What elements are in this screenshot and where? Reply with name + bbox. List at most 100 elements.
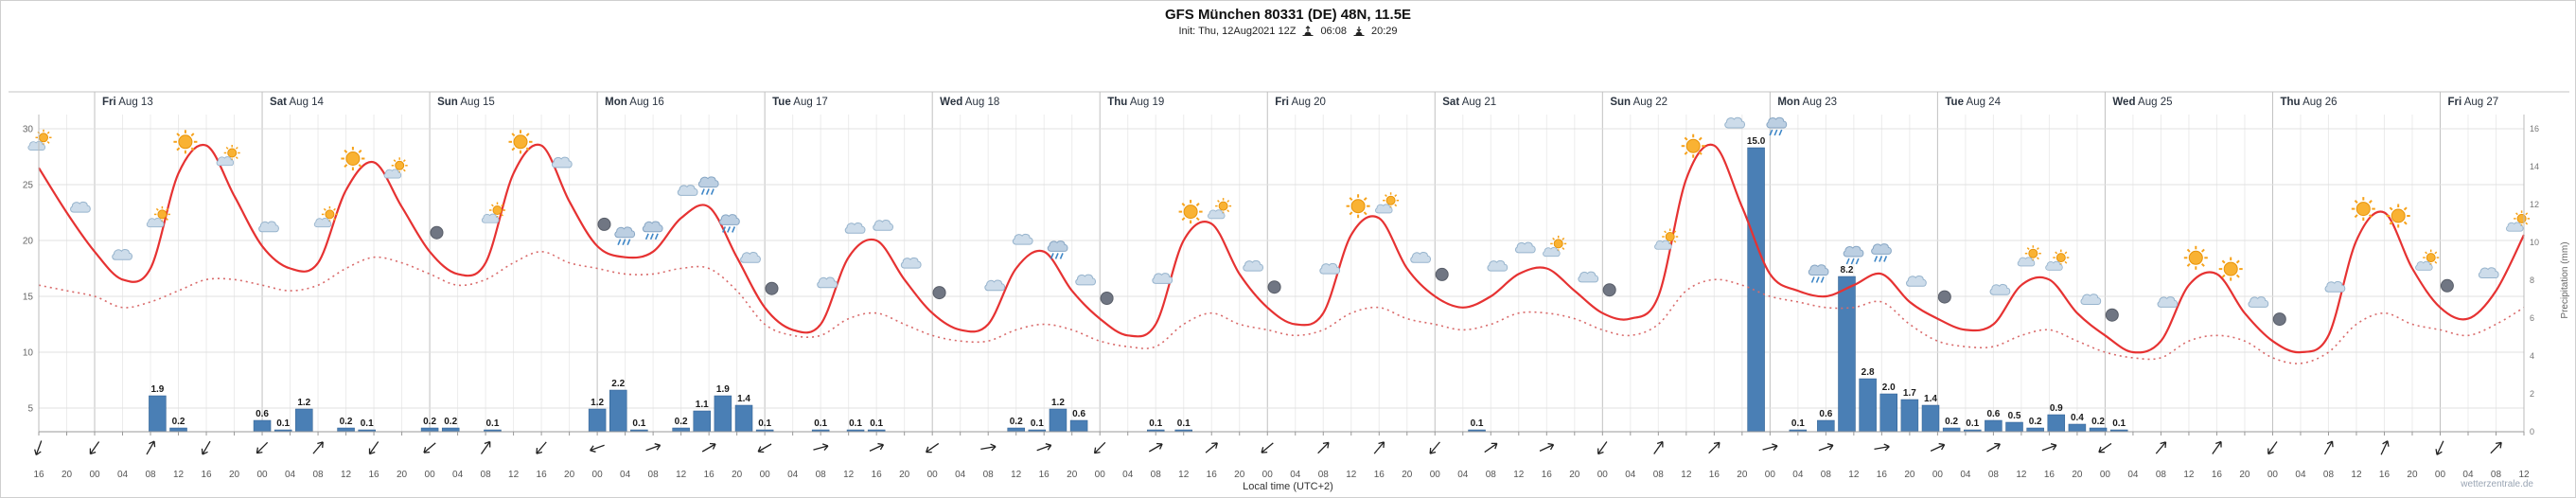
sun-icon xyxy=(2218,257,2243,281)
wind-direction-arrow xyxy=(2155,441,2167,454)
svg-text:0.2: 0.2 xyxy=(340,417,353,427)
svg-text:0.2: 0.2 xyxy=(675,417,688,427)
cloud-icon xyxy=(1989,283,2011,295)
rain-icon xyxy=(614,226,636,246)
cloud-icon xyxy=(1410,252,1431,263)
svg-text:00: 00 xyxy=(1262,470,1274,480)
cloud-icon xyxy=(677,185,698,196)
svg-text:00: 00 xyxy=(1765,470,1776,480)
svg-text:0.2: 0.2 xyxy=(2091,417,2105,427)
wind-direction-arrow xyxy=(1539,442,1555,452)
wind-direction-arrow xyxy=(368,441,379,455)
time-tick-labels: 16 20 00 04 08 12 16 20 00 04 08 12 16 20 00 04 08 12 16 20… xyxy=(33,432,2530,480)
svg-text:6: 6 xyxy=(2530,313,2534,323)
svg-text:00: 00 xyxy=(1597,470,1609,480)
svg-text:08: 08 xyxy=(312,470,324,480)
svg-text:4: 4 xyxy=(2530,351,2534,361)
svg-text:0.6: 0.6 xyxy=(256,409,269,419)
svg-text:0.1: 0.1 xyxy=(1031,418,1044,429)
wind-direction-arrow xyxy=(1818,443,1834,452)
svg-text:04: 04 xyxy=(1792,470,1804,480)
svg-text:0.1: 0.1 xyxy=(632,418,645,429)
svg-text:04: 04 xyxy=(117,470,129,480)
svg-text:Tue Aug 17: Tue Aug 17 xyxy=(772,97,828,108)
svg-text:16: 16 xyxy=(704,470,715,480)
svg-text:04: 04 xyxy=(955,470,966,480)
svg-text:04: 04 xyxy=(620,470,631,480)
cloud-icon xyxy=(900,257,922,269)
sunset-time: 20:29 xyxy=(1370,26,1398,37)
sun-icon xyxy=(1681,133,1705,158)
svg-text:04: 04 xyxy=(2127,470,2139,480)
svg-text:12: 12 xyxy=(2183,470,2195,480)
wind-direction-arrow xyxy=(701,442,716,453)
svg-text:04: 04 xyxy=(787,470,799,480)
partly-icon xyxy=(383,157,408,179)
moon-icon xyxy=(1435,267,1449,281)
cloud-icon xyxy=(2248,296,2269,308)
svg-text:12: 12 xyxy=(173,470,185,480)
svg-text:16: 16 xyxy=(201,470,212,480)
cloud-icon xyxy=(1012,233,1033,245)
cloud-icon xyxy=(1075,274,1096,286)
svg-text:0.1: 0.1 xyxy=(1966,418,1979,429)
cloud-icon xyxy=(740,252,761,263)
svg-text:12: 12 xyxy=(2016,470,2027,480)
wind-direction-arrow xyxy=(2267,441,2278,455)
partly-icon xyxy=(2017,245,2041,267)
cloud-icon xyxy=(1319,262,1341,275)
svg-text:0.1: 0.1 xyxy=(1791,418,1805,429)
svg-text:12: 12 xyxy=(1513,470,1525,480)
svg-text:0: 0 xyxy=(2530,427,2534,436)
svg-text:0.5: 0.5 xyxy=(2008,411,2021,421)
sunrise-time: 06:08 xyxy=(1320,26,1347,37)
svg-text:00: 00 xyxy=(2435,470,2446,480)
partly-icon xyxy=(1654,228,1679,250)
cloud-icon xyxy=(1514,241,1536,254)
watermark-link[interactable]: wetterzentrale.de xyxy=(2461,479,2533,489)
cloud-icon xyxy=(1152,273,1173,284)
svg-text:20: 20 xyxy=(1067,470,1078,480)
chart-header: GFS München 80331 (DE) 48N, 11.5E Init: … xyxy=(1,7,2575,37)
svg-text:0.2: 0.2 xyxy=(423,417,436,427)
weather-icons xyxy=(27,116,2531,327)
svg-text:0.9: 0.9 xyxy=(2050,403,2063,414)
svg-text:08: 08 xyxy=(1486,470,1497,480)
svg-text:16: 16 xyxy=(33,470,44,480)
sun-icon xyxy=(2386,204,2410,228)
wind-direction-arrow xyxy=(757,443,772,454)
wind-direction-arrow xyxy=(256,441,269,454)
wind-direction-arrow xyxy=(1373,441,1385,454)
partly-icon xyxy=(481,202,505,223)
wind-direction-arrow xyxy=(2490,441,2502,454)
dewpoint-line xyxy=(38,250,2525,365)
svg-text:12: 12 xyxy=(2351,470,2362,480)
svg-text:1.9: 1.9 xyxy=(150,384,164,395)
svg-text:12: 12 xyxy=(508,470,520,480)
rain-icon xyxy=(1871,243,1892,262)
svg-text:20: 20 xyxy=(1402,470,1413,480)
svg-text:16: 16 xyxy=(369,470,380,480)
svg-text:0.2: 0.2 xyxy=(444,417,457,427)
svg-text:16: 16 xyxy=(1039,470,1050,480)
svg-text:16: 16 xyxy=(1877,470,1888,480)
svg-text:Sat Aug 14: Sat Aug 14 xyxy=(270,97,325,108)
svg-text:25: 25 xyxy=(23,181,34,191)
svg-text:08: 08 xyxy=(1151,470,1162,480)
svg-text:Thu Aug 19: Thu Aug 19 xyxy=(1107,97,1164,108)
svg-text:Sun Aug 22: Sun Aug 22 xyxy=(1610,97,1667,108)
svg-text:0.1: 0.1 xyxy=(1149,418,1162,429)
svg-text:2.8: 2.8 xyxy=(1861,367,1875,378)
svg-text:Precipitation (mm): Precipitation (mm) xyxy=(2560,241,2570,318)
wind-direction-arrow xyxy=(1261,442,1274,454)
svg-text:16: 16 xyxy=(2379,470,2391,480)
svg-text:Wed Aug 25: Wed Aug 25 xyxy=(2112,97,2172,108)
svg-text:16: 16 xyxy=(2044,470,2056,480)
svg-text:16: 16 xyxy=(2530,124,2539,133)
x-axis-title: Local time (UTC+2) xyxy=(1243,481,1333,492)
wind-direction-arrow xyxy=(201,440,211,455)
moon-icon xyxy=(1602,283,1616,297)
svg-text:0.1: 0.1 xyxy=(276,418,290,429)
